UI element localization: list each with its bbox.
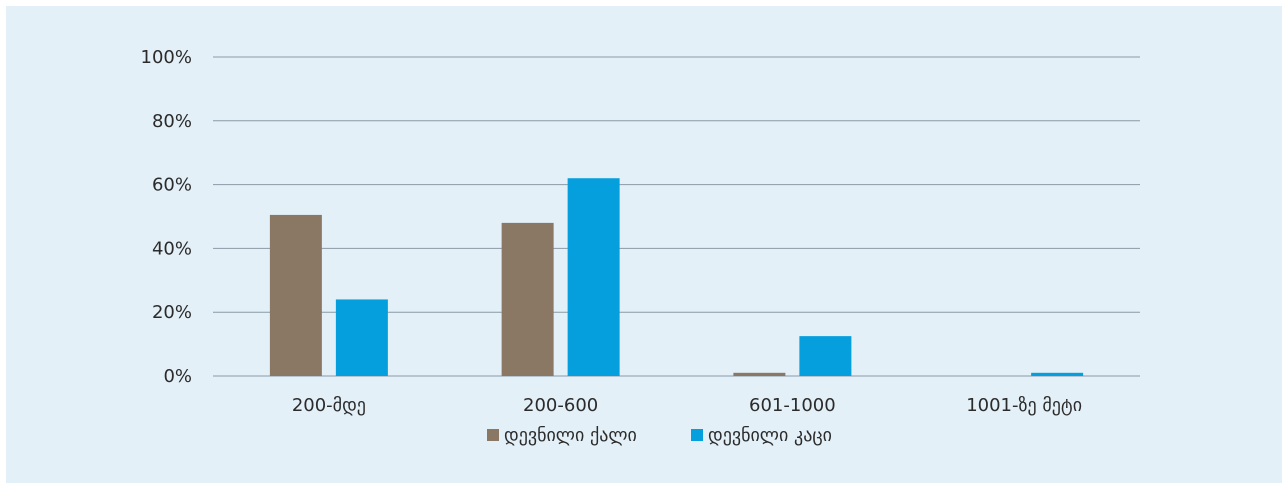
legend-label-series1: დევნილი კაცი [708,425,832,446]
x-category-label: 200-600 [523,395,598,416]
bars [269,178,1084,376]
y-axis-ticks: 0% 20% 40% 60% 80% 100% [141,47,192,387]
bar-series1-cat0 [335,299,388,376]
bar-series1-cat3 [1031,372,1084,376]
y-tick-label: 100% [141,47,192,68]
bar-chart: 0% 20% 40% 60% 80% 100% 200-მდე 200-600 601-100… [141,47,1140,446]
y-tick-label: 20% [152,302,192,323]
bar-series1-cat1 [567,178,620,376]
x-category-label: 200-მდე [292,395,366,416]
legend-label-series0: დევნილი ქალი [504,425,637,446]
bar-series1-cat2 [799,336,852,376]
legend-swatch-series1 [691,429,703,441]
legend-swatch-series0 [487,429,499,441]
bar-series0-cat2 [733,372,786,376]
y-tick-label: 60% [152,175,192,196]
y-tick-label: 40% [152,238,192,259]
bar-series0-cat0 [269,214,322,376]
chart-panel: 0% 20% 40% 60% 80% 100% 200-მდე 200-600 601-100… [6,6,1282,483]
x-category-label: 601-1000 [749,395,836,416]
bar-series0-cat1 [501,222,554,376]
y-tick-label: 80% [152,111,192,132]
x-category-label: 1001-ზე მეტი [966,395,1082,416]
legend: დევნილი ქალი დევნილი კაცი [487,425,832,446]
y-tick-label: 0% [163,366,192,387]
x-axis-categories: 200-მდე 200-600 601-1000 1001-ზე მეტი [292,395,1082,416]
